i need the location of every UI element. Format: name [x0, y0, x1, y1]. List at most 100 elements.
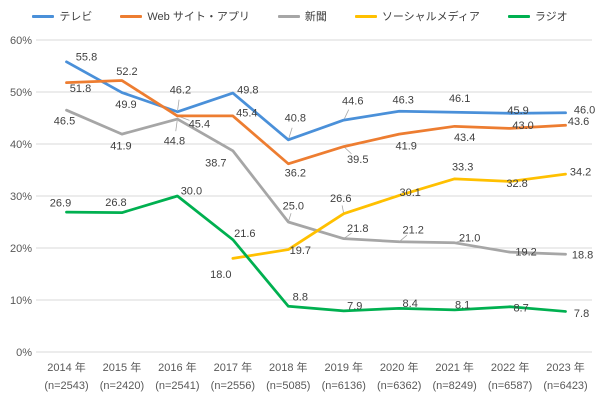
data-label: 44.6	[342, 96, 363, 108]
label-leader	[288, 127, 293, 139]
x-tick-label-n: (n=6136)	[322, 380, 366, 392]
data-label: 30.1	[399, 187, 420, 199]
data-label: 26.9	[50, 198, 71, 210]
series-line-3	[231, 172, 567, 260]
data-label: 30.0	[181, 186, 202, 198]
data-label: 21.6	[234, 228, 255, 240]
y-tick-label: 20%	[10, 243, 32, 255]
y-tick-label: 40%	[10, 139, 32, 151]
legend-swatch	[120, 14, 143, 18]
data-label: 36.2	[285, 167, 306, 179]
data-label: 19.7	[290, 245, 311, 257]
data-label: 19.2	[515, 247, 536, 259]
data-label: 46.2	[170, 84, 191, 96]
y-tick-label: 50%	[10, 87, 32, 99]
legend-swatch	[354, 14, 377, 18]
data-label: 45.9	[507, 105, 528, 117]
label-leader	[344, 109, 350, 119]
label-leader-lines	[175, 99, 464, 243]
series-line-1	[65, 79, 567, 166]
data-label: 21.2	[402, 224, 423, 236]
data-labels: 55.8 49.9 46.2 49.8 40.8 44.6 46.3 46.1 45.9 46.0…	[50, 51, 595, 320]
x-tick-label-year: 2022 年	[491, 360, 530, 374]
legend-swatch	[32, 14, 55, 18]
gridlines	[36, 39, 592, 353]
data-label: 46.1	[449, 93, 470, 105]
label-leader	[175, 120, 178, 132]
data-label: 49.8	[237, 85, 258, 97]
label-leader	[288, 213, 292, 221]
x-tick-label-year: 2017 年	[214, 360, 253, 374]
data-label: 8.1	[455, 299, 470, 311]
label-leader	[400, 234, 408, 242]
label-leader	[177, 99, 180, 111]
data-label: 51.8	[70, 83, 91, 95]
y-axis-labels: 0% 10% 20% 30% 40% 50% 60%	[10, 35, 32, 359]
data-label: 7.9	[347, 300, 362, 312]
legend-item-4: ラジオ	[507, 8, 568, 24]
data-label: 52.2	[116, 66, 137, 78]
legend-item-2: 新聞	[277, 8, 327, 24]
label-leader	[341, 205, 344, 213]
legend-item-1: Web サイト・アプリ	[120, 8, 250, 24]
data-label: 8.8	[293, 292, 308, 304]
chart-legend: テレビ Web サイト・アプリ 新聞 ソーシャルメディア ラジオ	[0, 8, 600, 24]
data-label: 8.7	[513, 302, 528, 314]
y-tick-label: 10%	[10, 295, 32, 307]
data-label: 46.3	[392, 95, 413, 107]
legend-label: 新聞	[304, 11, 327, 23]
data-label: 46.5	[54, 116, 75, 128]
data-label: 41.9	[110, 141, 131, 153]
data-label: 21.0	[459, 232, 480, 244]
data-label: 25.0	[283, 201, 304, 213]
x-tick-label-n: (n=2556)	[211, 380, 255, 392]
data-label: 46.0	[574, 104, 595, 116]
x-tick-label-year: 2018 年	[269, 360, 308, 374]
x-tick-label-n: (n=6423)	[543, 380, 587, 392]
x-tick-label-year: 2023 年	[546, 360, 585, 374]
y-tick-label: 60%	[10, 35, 32, 47]
legend-label: ソーシャルメディア	[381, 11, 480, 23]
legend-label: ラジオ	[534, 11, 568, 23]
data-label: 7.8	[574, 308, 589, 320]
data-label: 40.8	[285, 112, 306, 124]
data-label: 43.0	[512, 120, 533, 132]
data-label: 41.9	[395, 141, 416, 153]
data-label: 8.4	[403, 298, 418, 310]
label-leader	[344, 232, 352, 239]
x-tick-label-year: 2014 年	[47, 360, 86, 374]
data-label: 43.6	[568, 116, 589, 128]
data-label: 44.8	[164, 136, 185, 148]
data-label: 33.3	[452, 161, 473, 173]
label-leader	[344, 147, 352, 155]
series-line-4	[65, 194, 567, 313]
legend-item-0: テレビ	[32, 8, 92, 24]
data-label: 26.6	[330, 193, 351, 205]
legend-item-3: ソーシャルメディア	[354, 8, 480, 24]
x-tick-label-year: 2021 年	[435, 360, 474, 374]
legend-swatch	[277, 14, 300, 18]
y-tick-label: 0%	[16, 347, 32, 359]
data-label: 49.9	[115, 99, 136, 111]
data-label: 38.7	[205, 157, 226, 169]
x-tick-label-n: (n=2543)	[44, 380, 88, 392]
x-tick-label-n: (n=6587)	[488, 380, 532, 392]
x-tick-label-n: (n=5085)	[266, 380, 310, 392]
x-tick-label-n: (n=2541)	[155, 380, 199, 392]
x-tick-label-n: (n=8249)	[432, 380, 476, 392]
data-label: 55.8	[76, 51, 97, 63]
data-label: 34.2	[570, 167, 591, 179]
legend-label: Web サイト・アプリ	[147, 11, 250, 23]
x-axis-labels: 2014 年 (n=2543) 2015 年 (n=2420) 2016 年 (n=254…	[44, 360, 587, 392]
data-label: 18.0	[210, 269, 231, 281]
x-tick-label-n: (n=2420)	[100, 380, 144, 392]
data-label: 45.4	[189, 118, 210, 130]
x-tick-label-year: 2020 年	[380, 360, 419, 374]
series-line-0	[65, 60, 567, 142]
data-label: 18.8	[572, 250, 593, 262]
data-label: 39.5	[347, 154, 368, 166]
x-tick-label-year: 2015 年	[103, 360, 142, 374]
y-tick-label: 30%	[10, 191, 32, 203]
